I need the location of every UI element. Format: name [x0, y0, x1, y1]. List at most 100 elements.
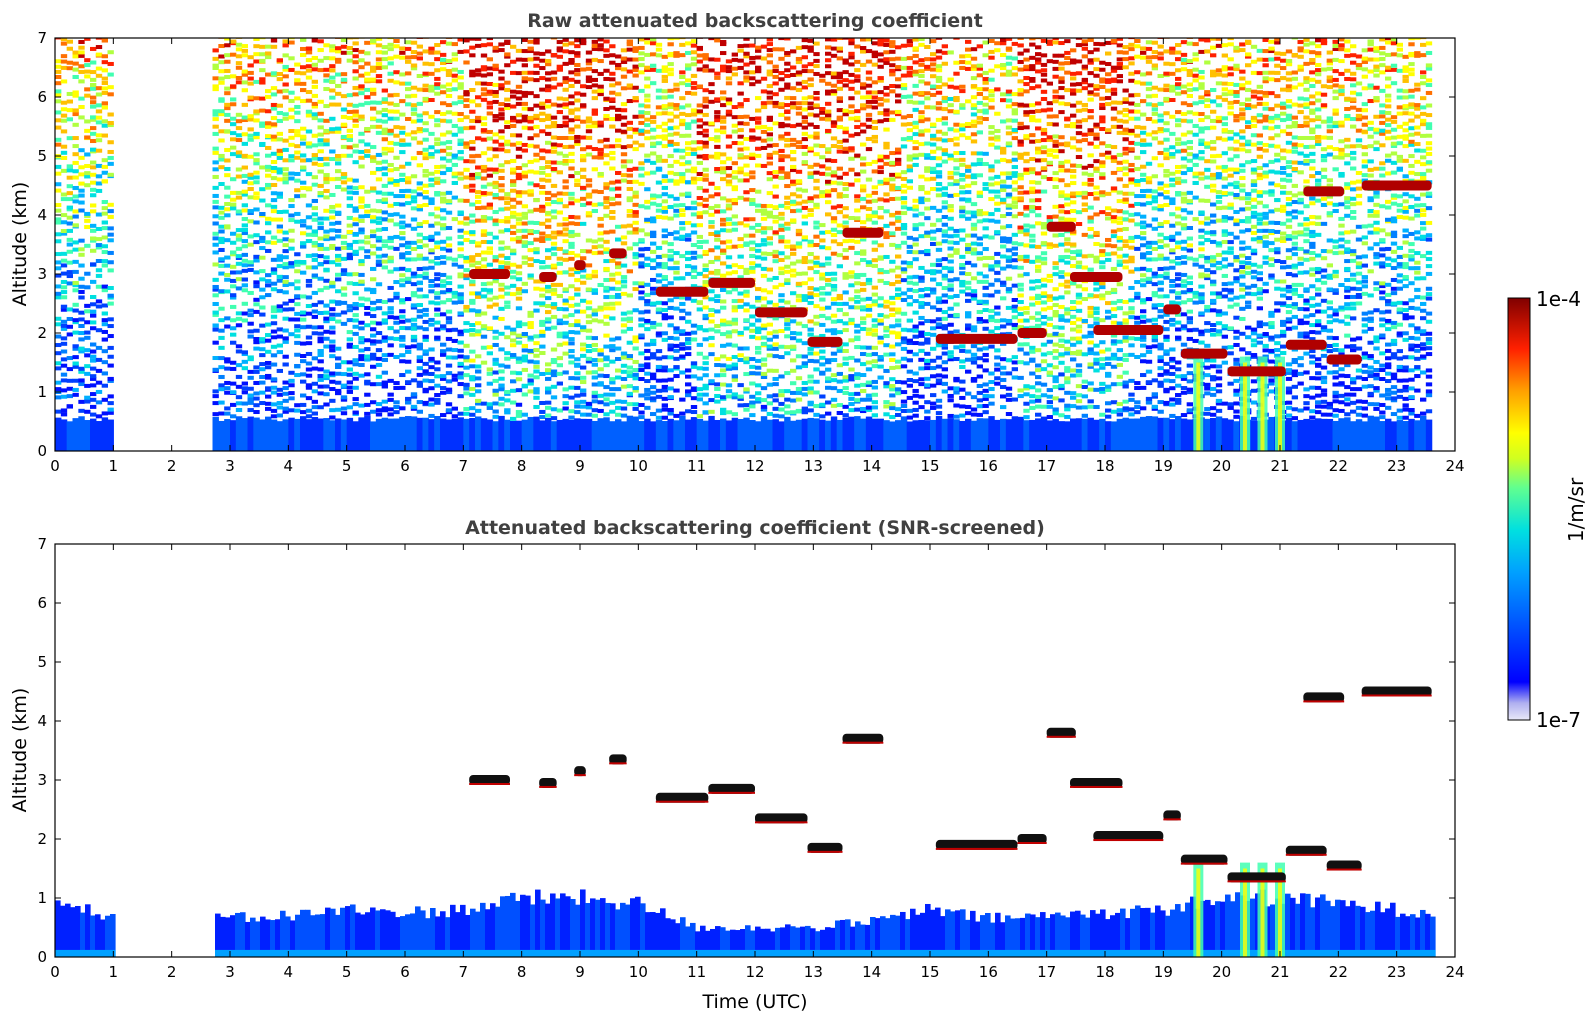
noise-cell [720, 368, 727, 373]
noise-cell [714, 268, 721, 273]
noise-cell [445, 119, 453, 124]
noise-cell [743, 318, 750, 323]
noise-cell [224, 112, 231, 117]
noise-cell [580, 202, 587, 207]
noise-cell [276, 278, 283, 283]
noise-cell [451, 414, 458, 419]
noise-cell [492, 315, 499, 320]
noise-cell [521, 49, 528, 54]
noise-cell [247, 63, 254, 68]
noise-cell [434, 335, 441, 340]
noise-cell [731, 221, 738, 226]
noise-cell [340, 310, 348, 315]
noise-cell [84, 353, 91, 358]
boundary-layer-cell [282, 419, 289, 451]
noise-cell [795, 338, 803, 343]
noise-cell [690, 410, 698, 415]
noise-cell [685, 368, 692, 373]
noise-cell [533, 348, 540, 353]
noise-cell [381, 217, 388, 222]
noise-cell [492, 67, 499, 72]
noise-cell [609, 286, 616, 291]
noise-cell [445, 390, 453, 395]
noise-cell [241, 244, 248, 249]
noise-cell [795, 111, 803, 116]
noise-cell [772, 214, 779, 219]
noise-cell [620, 122, 628, 127]
noise-cell [60, 285, 68, 290]
noise-cell [469, 349, 476, 354]
noise-cell [218, 383, 225, 388]
noise-cell [661, 128, 668, 133]
noise-cell [340, 286, 348, 291]
noise-cell [661, 396, 668, 401]
noise-cell [288, 154, 295, 159]
noise-cell [235, 395, 243, 400]
noise-cell [469, 282, 476, 287]
noise-cell [790, 149, 797, 154]
noise-cell [690, 230, 698, 235]
noise-cell [276, 229, 283, 234]
noise-cell [212, 356, 219, 361]
noise-cell [760, 304, 768, 309]
noise-cell [364, 71, 371, 76]
noise-cell [469, 323, 476, 328]
boundary-layer-cell [714, 419, 721, 451]
noise-cell [352, 118, 359, 123]
noise-cell [731, 201, 738, 206]
boundary-layer-cell [253, 417, 260, 451]
noise-cell [679, 276, 686, 281]
boundary-layer-cell [480, 418, 488, 451]
noise-cell [416, 56, 423, 61]
noise-cell [568, 272, 575, 277]
noise-cell [288, 246, 295, 251]
noise-cell [585, 320, 593, 325]
noise-cell [486, 205, 493, 210]
noise-cell [90, 115, 97, 120]
noise-cell [515, 200, 523, 205]
noise-cell [463, 126, 470, 131]
noise-cell [247, 408, 254, 413]
noise-cell [801, 131, 808, 136]
noise-cell [760, 407, 768, 412]
noise-cell [72, 136, 79, 141]
noise-cell [381, 159, 388, 164]
noise-cell [416, 204, 423, 209]
noise-cell [679, 75, 686, 80]
noise-cell [585, 50, 593, 55]
noise-cell [212, 150, 219, 155]
noise-cell [609, 258, 616, 263]
noise-cell [550, 115, 558, 120]
noise-cell [311, 175, 318, 180]
noise-cell [422, 190, 429, 195]
noise-cell [90, 236, 97, 241]
noise-cell [218, 129, 225, 134]
noise-cell [55, 203, 62, 208]
noise-cell [486, 129, 493, 134]
noise-cell [650, 301, 657, 306]
noise-cell [819, 313, 826, 318]
noise-cell [90, 193, 97, 198]
noise-cell [84, 320, 91, 325]
noise-cell [276, 191, 283, 196]
noise-cell [696, 177, 703, 182]
noise-cell [329, 307, 336, 312]
noise-cell [259, 374, 266, 379]
noise-cell [218, 112, 225, 117]
noise-cell [428, 365, 435, 370]
noise-cell [486, 202, 493, 207]
noise-cell [545, 202, 552, 207]
noise-cell [90, 77, 97, 82]
noise-cell [422, 96, 429, 101]
noise-cell [270, 106, 278, 111]
noise-cell [230, 295, 237, 300]
noise-cell [445, 68, 453, 73]
noise-cell [498, 316, 505, 321]
noise-cell [632, 372, 639, 377]
noise-cell [597, 202, 604, 207]
noise-cell [714, 97, 721, 102]
noise-cell [515, 48, 523, 53]
noise-cell [498, 69, 505, 74]
noise-cell [568, 151, 575, 156]
noise-cell [714, 382, 721, 387]
